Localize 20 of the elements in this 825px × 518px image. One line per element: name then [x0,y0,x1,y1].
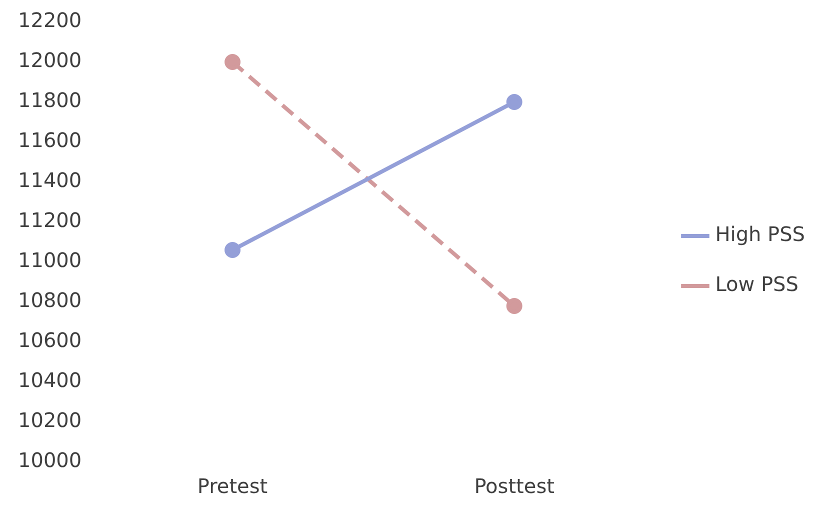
y-tick-label: 10600 [18,328,82,352]
point [506,298,522,314]
y-tick-label: 11600 [18,128,82,152]
y-tick-label: 10200 [18,408,82,432]
x-tick-label: Posttest [474,474,555,498]
y-tick-label: 10400 [18,368,82,392]
y-tick-label: 12200 [18,8,82,32]
y-tick-label: 11400 [18,168,82,192]
point [506,94,522,110]
point [224,242,241,258]
legend-label: Low PSS [715,272,798,296]
y-tick-label: 11200 [18,208,82,232]
y-tick-label: 12000 [18,48,82,72]
y-tick-label: 10000 [18,448,82,472]
legend-label: High PSS [715,222,806,246]
y-tick-label: 11800 [18,88,82,112]
point [224,54,241,70]
y-tick-label: 10800 [18,288,82,312]
x-tick-label: Pretest [197,474,268,498]
y-tick-label: 11000 [18,248,82,272]
